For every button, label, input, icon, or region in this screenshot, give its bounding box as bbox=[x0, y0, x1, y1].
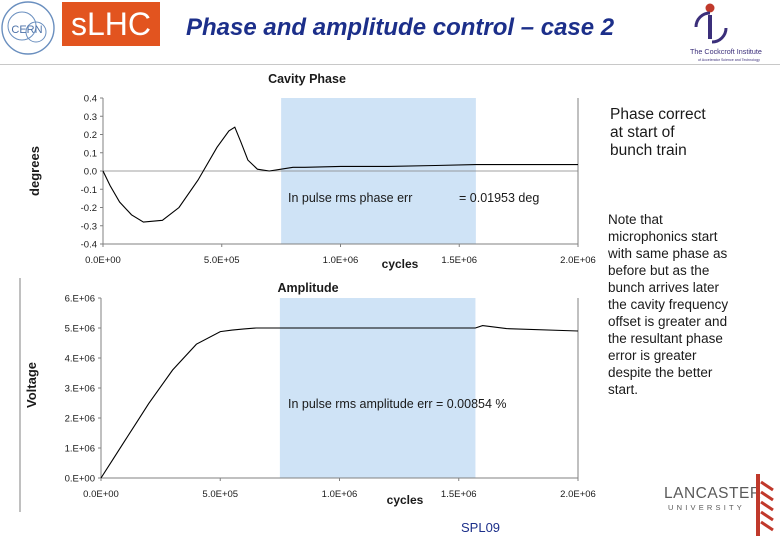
phase-correct-note: Phase correct at start of bunch train bbox=[610, 106, 760, 160]
page-title: Phase and amplitude control – case 2 bbox=[186, 14, 615, 41]
amplitude-annotation: In pulse rms amplitude err = 0.00854 % bbox=[288, 397, 507, 411]
microphonics-note: Note that microphonics start with same p… bbox=[608, 211, 778, 398]
phase-note-line: Phase correct bbox=[610, 106, 706, 123]
y-tick-label: -0.2 bbox=[81, 203, 97, 214]
cockcroft-logo-text: The Cockcroft Institute bbox=[690, 47, 762, 56]
micro-note-line: start. bbox=[608, 382, 639, 397]
phase-note-line: bunch train bbox=[610, 142, 687, 159]
y-tick-label: 0.1 bbox=[84, 148, 97, 159]
phase-note-line: at start of bbox=[610, 124, 675, 141]
y-tick-label: 0.3 bbox=[84, 112, 97, 123]
micro-note-line: the cavity frequency bbox=[608, 297, 729, 312]
lancaster-logo-subtext: UNIVERSITY bbox=[668, 503, 745, 512]
x-tick-label: 0.0E+00 bbox=[85, 255, 121, 266]
y-tick-label: 4.E+06 bbox=[65, 354, 95, 365]
x-tick-label: 0.0E+00 bbox=[83, 489, 119, 500]
y-tick-label: 0.4 bbox=[84, 94, 97, 105]
y-tick-label: 3.E+06 bbox=[65, 384, 95, 395]
phase-annotation-label: In pulse rms phase err bbox=[288, 191, 412, 205]
amplitude-y-label: Voltage bbox=[24, 362, 39, 408]
lancaster-university-logo: LANCASTER UNIVERSITY bbox=[664, 474, 774, 536]
phase-annotation-value: = 0.01953 deg bbox=[459, 191, 539, 205]
phase-series-line bbox=[102, 126, 578, 223]
y-tick-label: 0.E+00 bbox=[65, 474, 95, 485]
micro-note-line: with same phase as bbox=[608, 246, 728, 261]
cern-logo: CERN bbox=[1, 1, 55, 55]
y-tick-label: -0.4 bbox=[81, 240, 97, 251]
amplitude-series-line bbox=[100, 325, 579, 479]
phase-chart-title: Cavity Phase bbox=[268, 72, 346, 86]
micro-note-line: offset is greater and bbox=[608, 314, 728, 329]
y-tick-label: -0.3 bbox=[81, 221, 97, 232]
cern-logo-text: CERN bbox=[11, 24, 42, 36]
y-tick-label: 1.E+06 bbox=[65, 444, 95, 455]
micro-note-line: error is greater bbox=[608, 348, 697, 363]
micro-note-line: Note that bbox=[608, 212, 663, 227]
amplitude-shaded-region bbox=[279, 298, 476, 478]
amplitude-chart: 6.E+06 5.E+06 4.E+06 3.E+06 2.E+06 1.E+06 0.E+… bbox=[19, 278, 596, 512]
x-tick-label: 5.0E+05 bbox=[204, 255, 240, 266]
y-tick-label: -0.1 bbox=[81, 185, 97, 196]
charts-area: 0.4 0.3 0.2 0.1 0.0 -0.1 -0.2 -0.3 -0.4 0.0E+00 5… bbox=[19, 72, 596, 512]
micro-note-line: before but as the bbox=[608, 263, 710, 278]
micro-note-line: the resultant phase bbox=[608, 331, 723, 346]
micro-note-line: microphonics start bbox=[608, 229, 718, 244]
x-tick-label: 1.0E+06 bbox=[322, 489, 358, 500]
y-tick-label: 5.E+06 bbox=[65, 324, 95, 335]
x-tick-label: 5.0E+05 bbox=[202, 489, 238, 500]
x-tick-label: 1.5E+06 bbox=[441, 255, 477, 266]
y-tick-label: 0.0 bbox=[84, 167, 97, 178]
footer-label: SPL09 bbox=[461, 520, 501, 535]
amplitude-chart-title: Amplitude bbox=[277, 281, 338, 295]
micro-note-line: despite the better bbox=[608, 365, 713, 380]
header-divider bbox=[0, 64, 780, 65]
x-tick-label: 1.0E+06 bbox=[323, 255, 359, 266]
micro-note-line: bunch arrives later bbox=[608, 280, 720, 295]
y-tick-label: 6.E+06 bbox=[65, 294, 95, 305]
lancaster-logo-text: LANCASTER bbox=[664, 485, 762, 502]
y-tick-label: 0.2 bbox=[84, 130, 97, 141]
cockcroft-institute-logo: The Cockcroft Institute of Accelerator S… bbox=[690, 3, 762, 62]
y-tick-label: 2.E+06 bbox=[65, 414, 95, 425]
amplitude-x-label: cycles bbox=[387, 493, 424, 507]
slhc-logo: sLHC bbox=[62, 2, 160, 46]
phase-y-label: degrees bbox=[27, 146, 42, 196]
x-tick-label: 2.0E+06 bbox=[560, 255, 596, 266]
x-tick-label: 1.5E+06 bbox=[441, 489, 477, 500]
cavity-phase-chart: 0.4 0.3 0.2 0.1 0.0 -0.1 -0.2 -0.3 -0.4 0.0E+00 5… bbox=[27, 72, 596, 271]
cockcroft-logo-subtext: of Accelerator Science and Technology bbox=[698, 58, 760, 62]
x-tick-label: 2.0E+06 bbox=[560, 489, 596, 500]
phase-x-label: cycles bbox=[382, 257, 419, 271]
